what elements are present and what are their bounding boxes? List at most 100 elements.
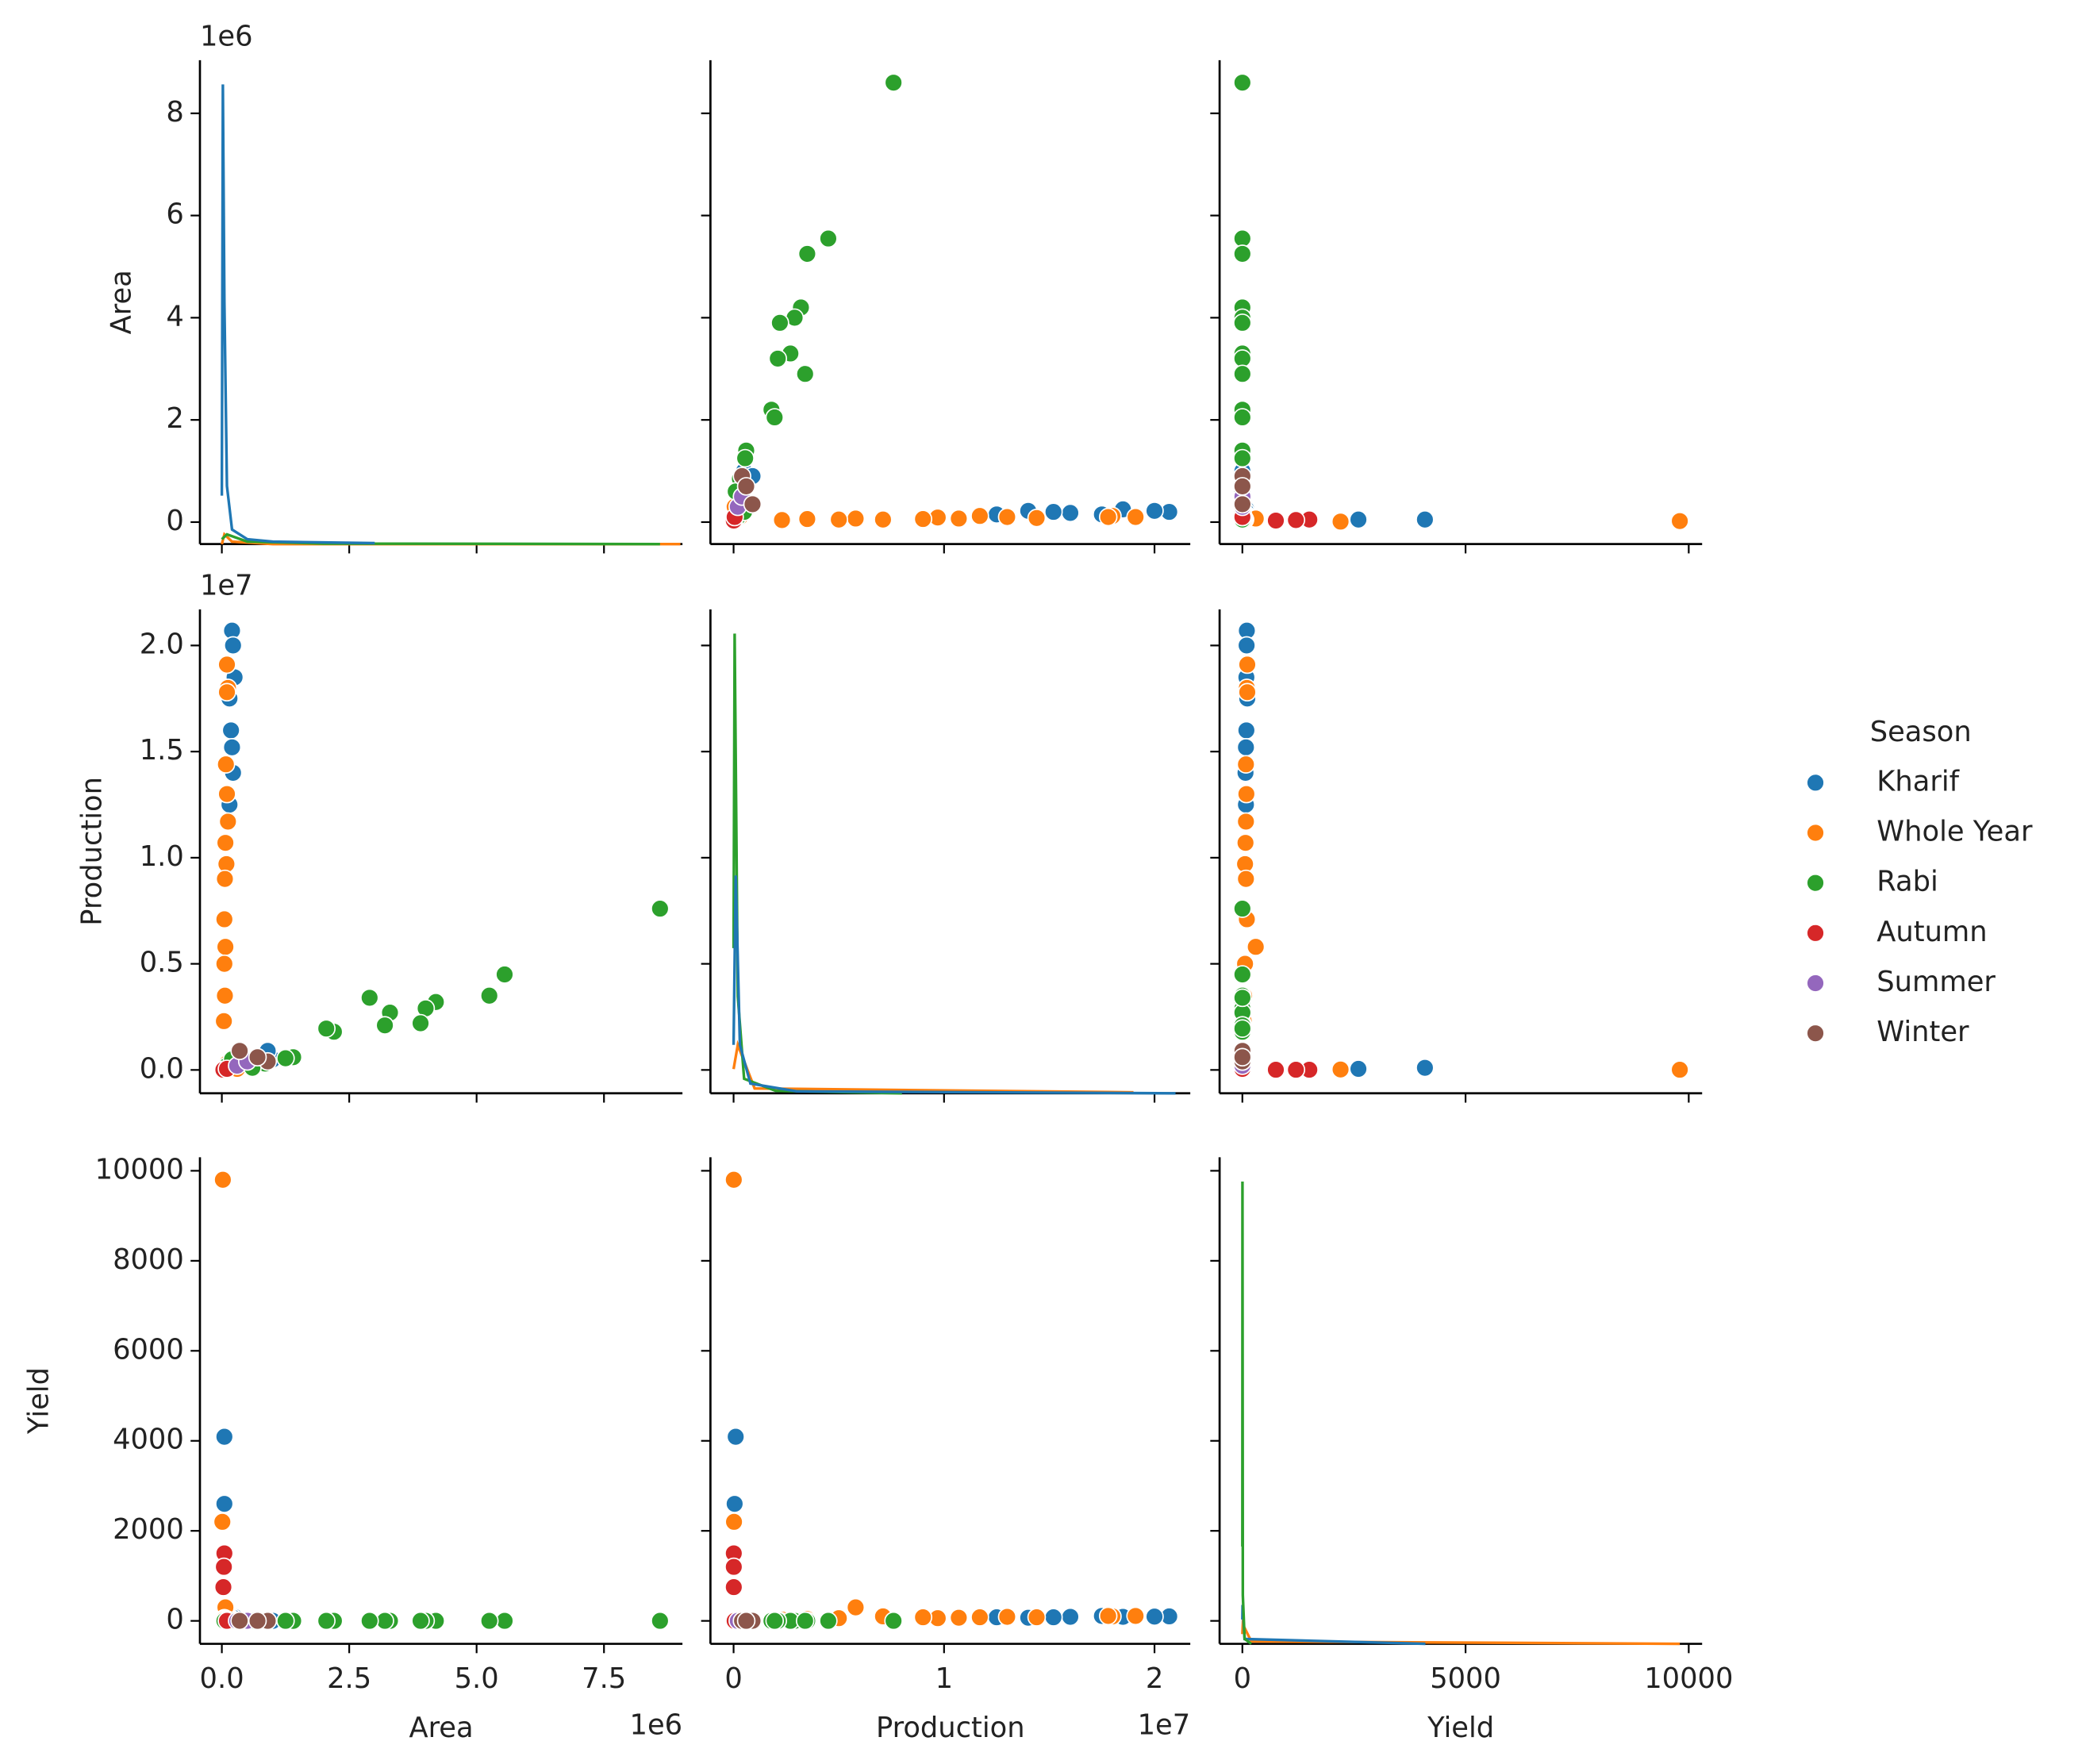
- x-tick-label: 10000: [1644, 1662, 1733, 1695]
- y-tick-label: 6: [166, 198, 183, 231]
- y-tick-label: 2000: [113, 1513, 184, 1546]
- scatter-point: [913, 509, 933, 528]
- scatter-point: [1266, 511, 1285, 530]
- scatter-point: [1236, 755, 1256, 774]
- scatter-point: [724, 1557, 743, 1577]
- scatter-point: [1126, 1606, 1145, 1626]
- scatter-point: [276, 1611, 295, 1631]
- scatter-point: [1233, 494, 1252, 514]
- scatter-point: [725, 1494, 744, 1513]
- x-offset-label: 1e7: [1138, 1709, 1191, 1742]
- scatter-point: [221, 721, 240, 740]
- scatter-point: [1416, 509, 1435, 529]
- scatter-point: [1233, 313, 1252, 332]
- kde-curve: [732, 875, 1176, 1095]
- legend-label: Kharif: [1876, 765, 1960, 797]
- scatter-point: [1027, 1608, 1047, 1627]
- scatter-point: [651, 899, 670, 918]
- scatter-point: [726, 1427, 745, 1447]
- scatter-point: [970, 506, 989, 525]
- legend-marker: [1806, 974, 1825, 993]
- scatter-point: [736, 477, 756, 496]
- legend-marker: [1806, 873, 1825, 893]
- y-tick-label: 6000: [113, 1333, 184, 1366]
- legend-marker: [1806, 1024, 1825, 1043]
- scatter-point: [797, 244, 817, 263]
- y-axis-label: Production: [76, 777, 109, 926]
- scatter-point: [1233, 1047, 1252, 1067]
- scatter-point: [223, 636, 243, 655]
- scatter-point: [884, 1611, 903, 1631]
- scatter-point: [1145, 502, 1164, 521]
- scatter-point: [1233, 965, 1252, 984]
- scatter-point: [846, 1597, 866, 1617]
- scatter-point: [997, 507, 1017, 527]
- scatter-point: [1233, 988, 1252, 1008]
- scatter-point: [215, 986, 235, 1005]
- scatter-point: [215, 1427, 234, 1447]
- legend-label: Autumn: [1876, 916, 1987, 948]
- scatter-point: [829, 509, 848, 529]
- x-tick-label: 1: [935, 1662, 953, 1695]
- scatter-point: [1233, 477, 1252, 496]
- scatter-point: [495, 965, 514, 984]
- y-tick-label: 0: [166, 1604, 183, 1636]
- x-tick-label: 0: [724, 1662, 742, 1695]
- scatter-point: [213, 1512, 232, 1531]
- scatter-point: [1266, 1060, 1285, 1079]
- scatter-point: [949, 1608, 969, 1628]
- scatter-point: [411, 1013, 430, 1033]
- scatter-point: [743, 494, 763, 514]
- x-axis-label: Production: [876, 1712, 1025, 1744]
- scatter-point: [1237, 721, 1256, 740]
- x-tick-label: 5000: [1430, 1662, 1501, 1695]
- scatter-point: [724, 1578, 743, 1597]
- kde-curve: [1241, 1619, 1681, 1646]
- legend-title: Season: [1870, 716, 1972, 748]
- scatter-point: [215, 1494, 234, 1513]
- y-tick-label: 4000: [113, 1424, 184, 1456]
- scatter-point: [411, 1611, 430, 1631]
- scatter-point: [216, 833, 235, 852]
- legend-label: Winter: [1876, 1016, 1969, 1048]
- scatter-point: [1126, 507, 1145, 527]
- scatter-point: [479, 1611, 499, 1631]
- scatter-point: [1286, 1060, 1306, 1079]
- y-tick-label: 0.5: [140, 947, 184, 979]
- scatter-point: [1233, 364, 1252, 383]
- x-tick-label: 0.0: [200, 1662, 244, 1695]
- scatter-point: [970, 1608, 989, 1627]
- scatter-point: [230, 1611, 249, 1631]
- kde-curve: [221, 532, 660, 546]
- scatter-point: [1236, 812, 1256, 832]
- scatter-point: [479, 986, 499, 1005]
- legend-label: Whole Year: [1876, 816, 2033, 848]
- scatter-point: [997, 1607, 1017, 1627]
- scatter-point: [215, 954, 234, 974]
- kde-curve: [732, 1040, 1134, 1094]
- x-tick-label: 5.0: [455, 1662, 499, 1695]
- scatter-point: [1236, 738, 1256, 757]
- scatter-point: [1233, 899, 1252, 918]
- scatter-point: [213, 1170, 232, 1189]
- scatter-point: [913, 1608, 933, 1627]
- y-tick-label: 10000: [95, 1153, 184, 1186]
- scatter-point: [765, 408, 785, 427]
- scatter-point: [819, 1611, 838, 1631]
- scatter-point: [1286, 510, 1306, 530]
- scatter-point: [317, 1019, 336, 1038]
- kde-curve: [220, 84, 375, 545]
- scatter-point: [375, 1016, 394, 1035]
- scatter-point: [215, 869, 235, 889]
- scatter-point: [884, 73, 903, 92]
- scatter-point: [651, 1611, 670, 1631]
- scatter-point: [217, 655, 236, 674]
- scatter-point: [1246, 937, 1266, 956]
- scatter-point: [1331, 512, 1350, 532]
- kde-curve: [732, 633, 902, 1095]
- scatter-point: [1236, 869, 1256, 889]
- scatter-point: [1331, 1060, 1350, 1079]
- scatter-point: [1670, 511, 1689, 531]
- scatter-point: [213, 1578, 233, 1597]
